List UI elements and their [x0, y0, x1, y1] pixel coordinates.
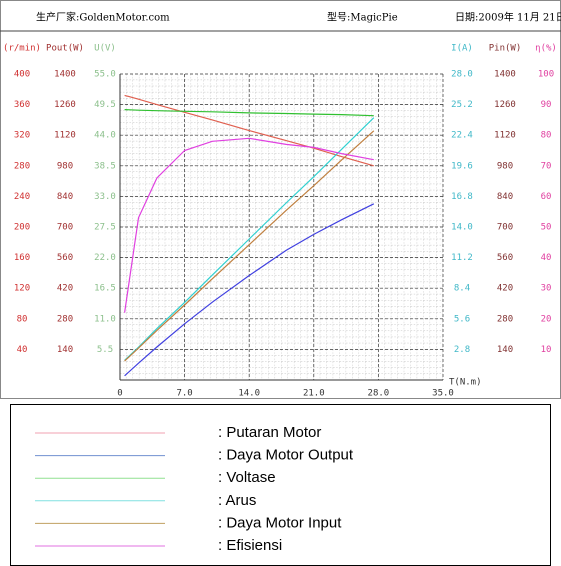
series-line [124, 94, 374, 167]
y-tick-label: 360 [14, 100, 30, 110]
maker: 生产厂家:GoldenMotor.com [36, 11, 170, 24]
y-tick-label: 19.6 [451, 161, 473, 171]
y-tick-label: 280 [497, 314, 513, 324]
y-tick-label: 700 [497, 223, 513, 233]
y-tick-label: 240 [14, 192, 30, 202]
y-tick-label: 25.2 [451, 100, 473, 110]
legend-label: : Putaran Motor [218, 424, 321, 441]
legend-label: : Daya Motor Output [218, 447, 354, 464]
axis-title: Pout(W) [46, 44, 84, 54]
date: 日期:2009年 11月 21日 [455, 11, 561, 24]
y-tick-label: 14.0 [451, 223, 473, 233]
x-tick-label: 28.0 [368, 389, 390, 399]
y-tick-label: 420 [57, 284, 73, 294]
x-tick-label: 7.0 [176, 389, 192, 399]
y-tick-label: 44.0 [94, 131, 116, 141]
y-tick-label: 55.0 [94, 70, 116, 80]
y-tick-label: 8.4 [454, 284, 470, 294]
y-tick-label: 140 [497, 345, 513, 355]
y-tick-label: 160 [14, 253, 30, 263]
series-line [124, 203, 375, 377]
y-tick-label: 1400 [494, 70, 516, 80]
y-tick-label: 1400 [54, 70, 76, 80]
axis-title: Pin(W) [489, 44, 522, 54]
y-tick-label: 22.4 [451, 131, 473, 141]
x-axis-title: T(N.m) [449, 378, 482, 388]
y-tick-label: 20 [541, 314, 552, 324]
axis-title: U(V) [94, 44, 116, 54]
y-tick-label: 49.5 [94, 100, 116, 110]
y-tick-label: 70 [541, 161, 552, 171]
y-tick-label: 27.5 [94, 223, 116, 233]
y-tick-label: 60 [541, 192, 552, 202]
y-tick-label: 280 [14, 161, 30, 171]
x-tick-label: 35.0 [432, 389, 454, 399]
y-tick-label: 40 [541, 253, 552, 263]
y-tick-label: 33.0 [94, 192, 116, 202]
legend-label: : Arus [218, 492, 256, 509]
y-tick-label: 28.0 [451, 70, 473, 80]
y-tick-label: 980 [497, 161, 513, 171]
model: 型号:MagicPie [327, 11, 398, 24]
y-tick-label: 5.6 [454, 314, 470, 324]
x-tick-label: 21.0 [303, 389, 325, 399]
series-line [124, 109, 374, 117]
series-line [124, 130, 375, 362]
y-tick-label: 420 [497, 284, 513, 294]
series-line [124, 117, 375, 361]
x-tick-label: 0 [117, 389, 122, 399]
y-tick-label: 16.8 [451, 192, 473, 202]
y-tick-label: 560 [57, 253, 73, 263]
series-line [124, 137, 374, 313]
y-tick-label: 980 [57, 161, 73, 171]
y-tick-label: 1260 [494, 100, 516, 110]
y-tick-label: 90 [541, 100, 552, 110]
y-tick-label: 200 [14, 223, 30, 233]
legend-label: : Efisiensi [218, 537, 282, 554]
y-tick-label: 80 [17, 314, 28, 324]
y-tick-label: 22.0 [94, 253, 116, 263]
y-tick-label: 560 [497, 253, 513, 263]
y-tick-label: 840 [497, 192, 513, 202]
y-tick-label: 280 [57, 314, 73, 324]
y-tick-label: 400 [14, 70, 30, 80]
y-tick-label: 2.8 [454, 345, 470, 355]
y-tick-label: 1120 [54, 131, 76, 141]
y-tick-label: 11.2 [451, 253, 473, 263]
y-tick-label: 50 [541, 223, 552, 233]
y-tick-label: 840 [57, 192, 73, 202]
y-tick-label: 40 [17, 345, 28, 355]
y-tick-label: 10 [541, 345, 552, 355]
y-tick-label: 120 [14, 284, 30, 294]
axis-title: η(%) [535, 44, 557, 54]
axis-title: (r/min) [3, 44, 41, 54]
y-tick-label: 38.5 [94, 161, 116, 171]
y-tick-label: 11.0 [94, 314, 116, 324]
y-tick-label: 100 [538, 70, 554, 80]
y-tick-label: 16.5 [94, 284, 116, 294]
y-tick-label: 30 [541, 284, 552, 294]
y-tick-label: 140 [57, 345, 73, 355]
y-tick-label: 320 [14, 131, 30, 141]
x-tick-label: 14.0 [238, 389, 260, 399]
y-tick-label: 1260 [54, 100, 76, 110]
legend-label: : Voltase [218, 469, 276, 486]
y-tick-label: 1120 [494, 131, 516, 141]
y-tick-label: 80 [541, 131, 552, 141]
y-tick-label: 700 [57, 223, 73, 233]
y-tick-label: 5.5 [97, 345, 113, 355]
legend-label: : Daya Motor Input [218, 514, 342, 531]
axis-title: I(A) [451, 44, 473, 54]
